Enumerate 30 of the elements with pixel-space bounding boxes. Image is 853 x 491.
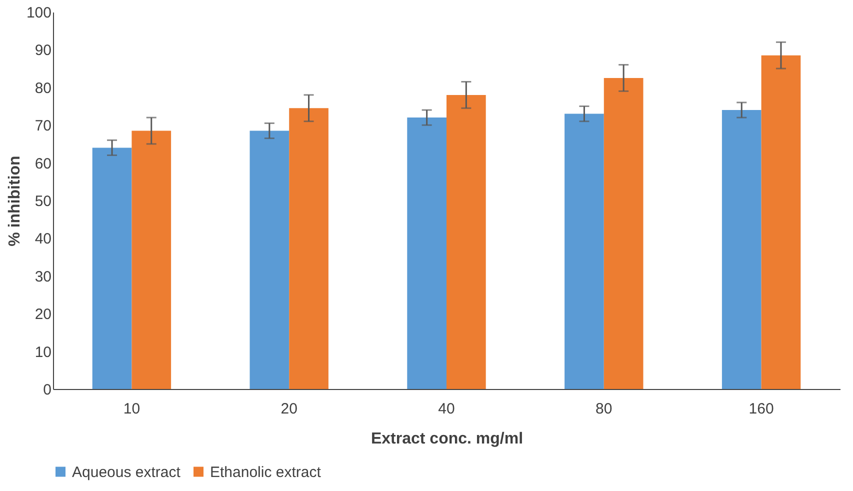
y-tick-label: 80 — [34, 80, 52, 97]
bar — [722, 110, 762, 389]
bar — [250, 130, 290, 389]
y-tick-label: 40 — [34, 230, 52, 248]
y-tick-label: 50 — [34, 193, 52, 210]
legend-label: Ethanolic extract — [210, 464, 322, 481]
bar — [407, 118, 446, 389]
y-tick-label: 0 — [43, 382, 52, 398]
y-axis-title: % inhibition — [6, 156, 24, 246]
bar — [446, 94, 486, 389]
bar — [761, 55, 801, 389]
x-tick-label: 20 — [280, 400, 298, 418]
x-tick-label: 10 — [123, 400, 140, 418]
y-tick-label: 20 — [34, 306, 52, 324]
x-tick-label: 40 — [438, 400, 455, 418]
x-tick-label: 160 — [748, 400, 774, 418]
x-axis-title: Extract conc. mg/ml — [370, 430, 524, 448]
bar — [564, 114, 604, 389]
bar — [289, 108, 328, 389]
y-tick-label: 30 — [34, 268, 52, 286]
y-tick-label: 100 — [26, 4, 52, 22]
bar — [92, 148, 132, 389]
x-tick-label: 80 — [596, 400, 612, 418]
legend-label: Aqueous extract — [72, 464, 182, 481]
y-tick-label: 90 — [34, 42, 52, 60]
bar — [604, 78, 644, 389]
y-tick-label: 70 — [34, 118, 52, 135]
y-tick-label: 10 — [34, 344, 52, 361]
y-tick-label: 60 — [34, 155, 52, 172]
bar — [132, 130, 172, 389]
